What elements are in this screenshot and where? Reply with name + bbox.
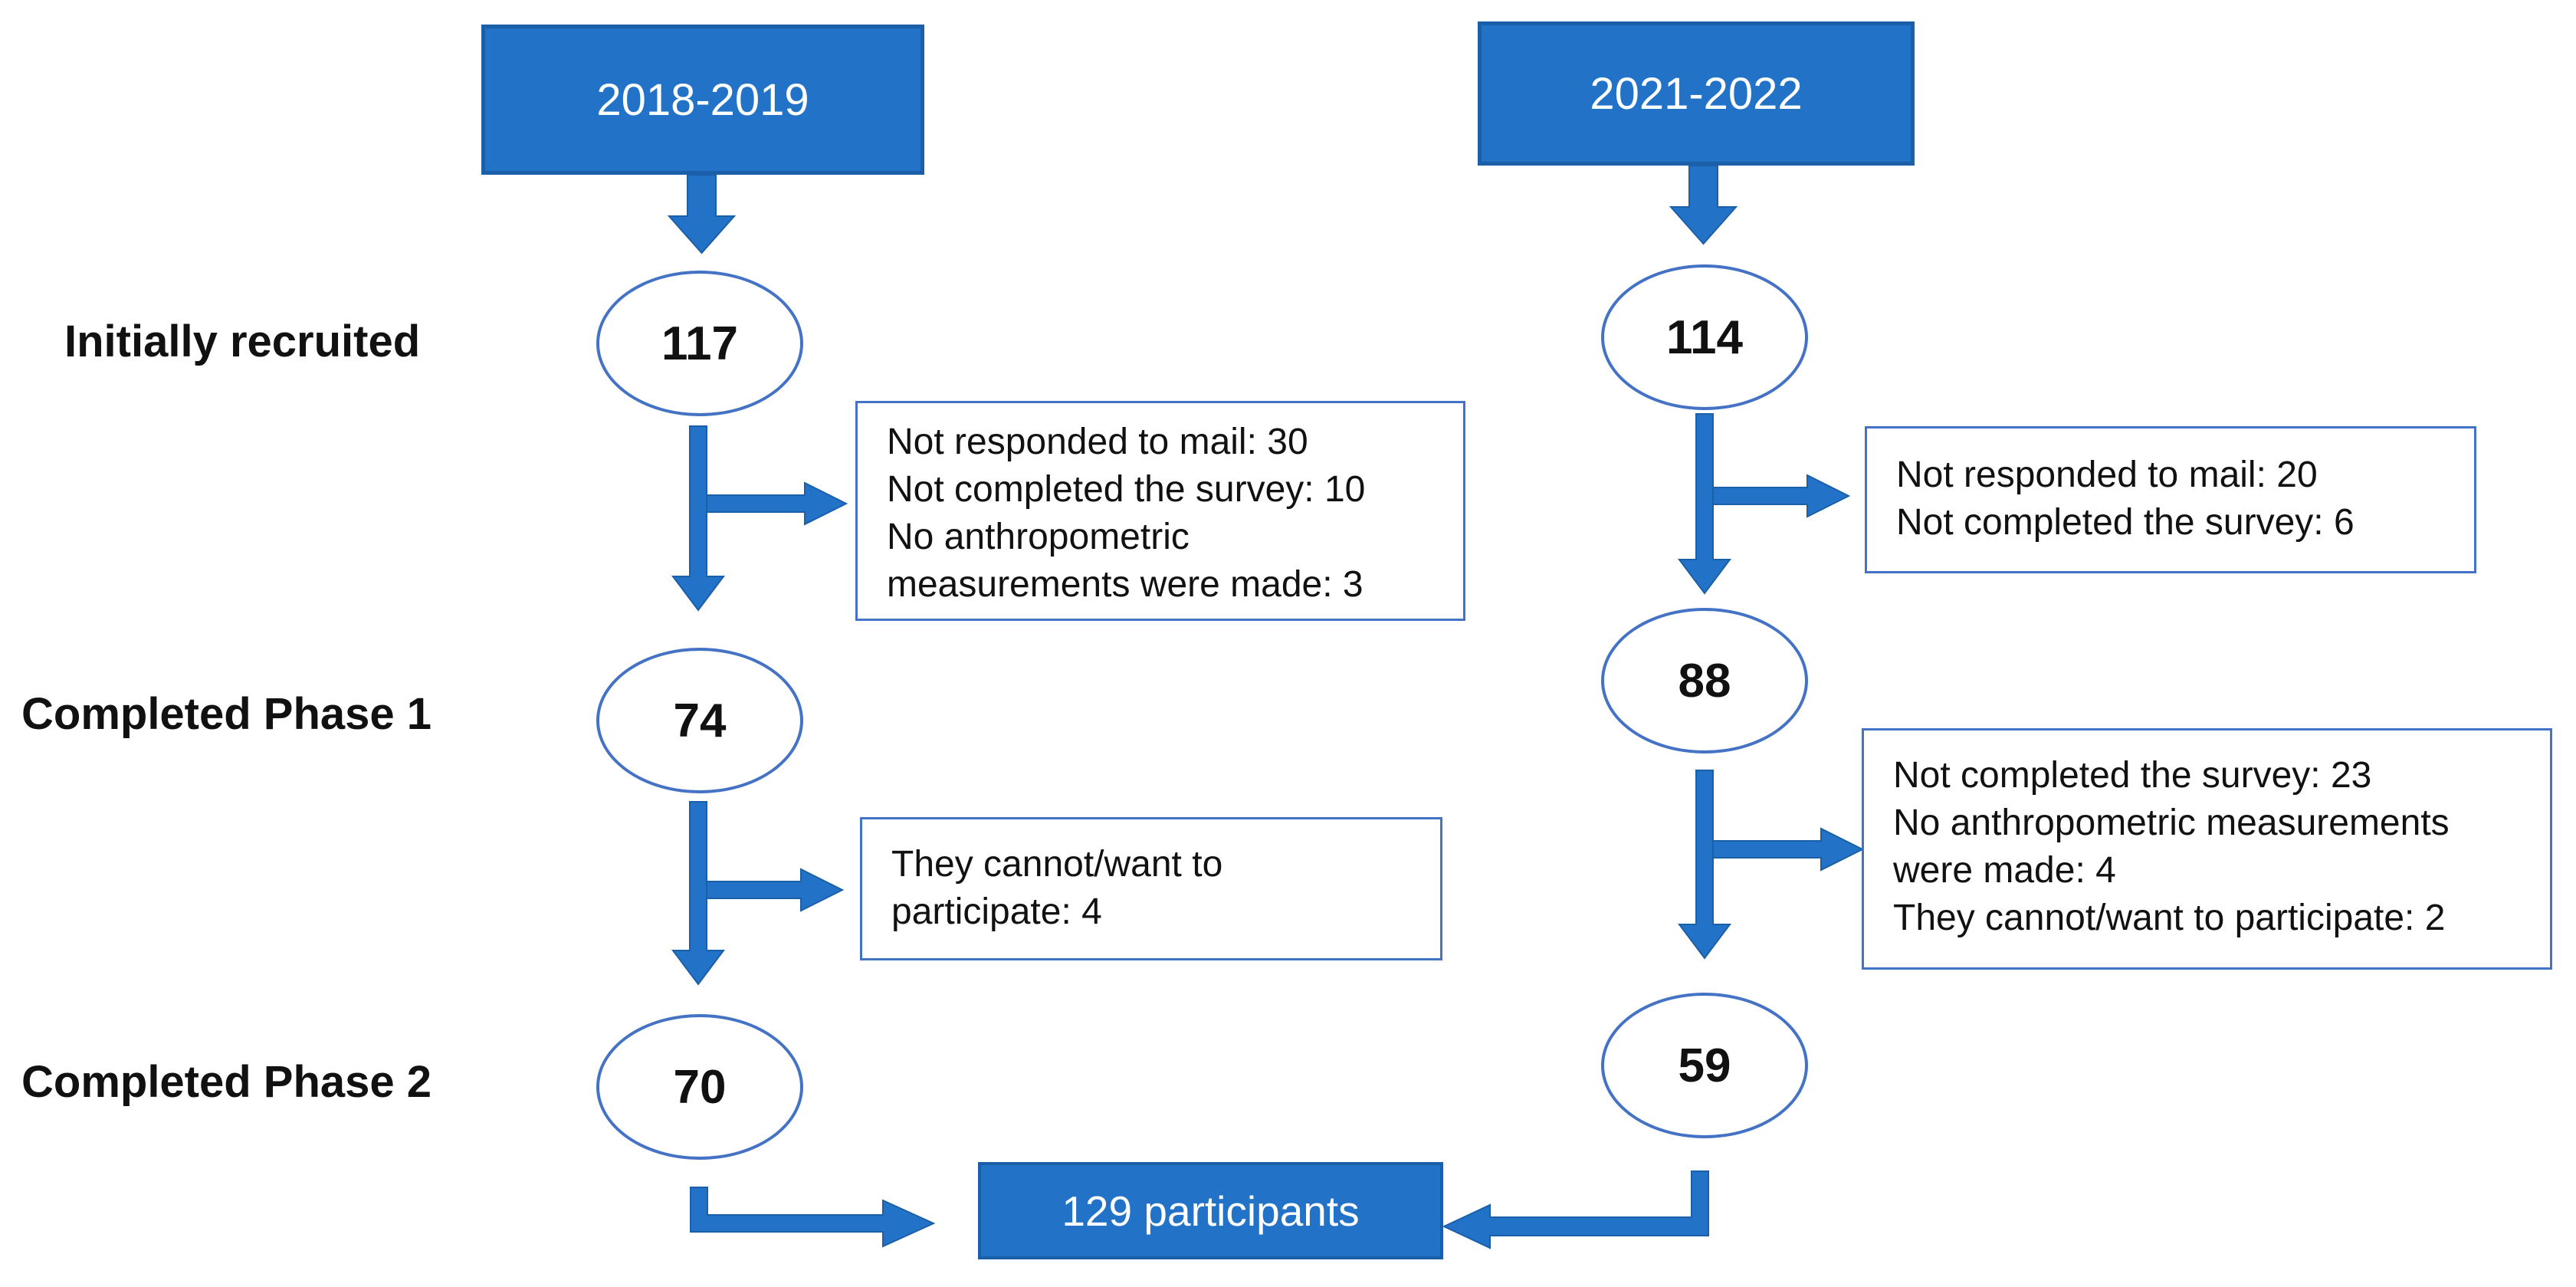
- count-2021-completed-phase-1: 88: [1601, 608, 1808, 753]
- count-2018-completed-phase-2: 70: [596, 1014, 803, 1160]
- count-2018-completed-phase-2-value: 70: [673, 1060, 727, 1114]
- arrow-2021-exclusion1-branch: [1712, 474, 1851, 518]
- count-2018-initially-recruited: 117: [596, 271, 803, 416]
- arrow-2021-phase1-to-phase2: [1678, 770, 1731, 960]
- row-label-completed-phase-1: Completed Phase 1: [21, 689, 432, 739]
- cohort-header-2021-label: 2021-2022: [1590, 68, 1803, 119]
- cohort-header-2018-label: 2018-2019: [596, 74, 809, 125]
- cohort-header-2021: 2021-2022: [1478, 21, 1915, 166]
- arrow-header-down-2021: [1669, 165, 1738, 245]
- result-box-label: 129 participants: [1062, 1187, 1360, 1235]
- exclusion-box-2018-phase2: They cannot/want to participate: 4: [860, 817, 1442, 960]
- cohort-header-2018: 2018-2019: [481, 25, 924, 175]
- arrow-2021-exclusion2-branch: [1712, 827, 1865, 872]
- arrow-2018-phase1-to-phase2: [671, 801, 725, 986]
- connector-2021-to-result: [1442, 1170, 1709, 1249]
- arrow-2018-recruited-to-phase1: [671, 425, 725, 612]
- arrow-2021-recruited-to-phase1: [1678, 413, 1731, 595]
- result-box: 129 participants: [978, 1162, 1443, 1259]
- count-2021-completed-phase-2: 59: [1601, 993, 1808, 1138]
- count-2018-completed-phase-1-value: 74: [673, 694, 727, 747]
- connector-2018-to-result: [690, 1187, 936, 1248]
- count-2018-initially-recruited-value: 117: [661, 317, 739, 370]
- count-2018-completed-phase-1: 74: [596, 648, 803, 793]
- row-label-initially-recruited: Initially recruited: [64, 317, 421, 366]
- arrow-2018-exclusion2-branch: [706, 868, 845, 912]
- count-2021-initially-recruited: 114: [1601, 264, 1808, 410]
- arrow-header-down-2018: [667, 174, 737, 254]
- exclusion-box-2021-phase2: Not completed the survey: 23 No anthropo…: [1862, 728, 2552, 970]
- count-2021-completed-phase-2-value: 59: [1678, 1039, 1731, 1092]
- exclusion-box-2021-phase1: Not responded to mail: 20 Not completed …: [1865, 426, 2476, 573]
- count-2021-completed-phase-1-value: 88: [1678, 654, 1731, 708]
- arrow-2018-exclusion1-branch: [706, 481, 848, 526]
- count-2021-initially-recruited-value: 114: [1665, 310, 1744, 364]
- exclusion-box-2018-phase1: Not responded to mail: 30 Not completed …: [855, 401, 1465, 621]
- row-label-completed-phase-2: Completed Phase 2: [21, 1057, 432, 1107]
